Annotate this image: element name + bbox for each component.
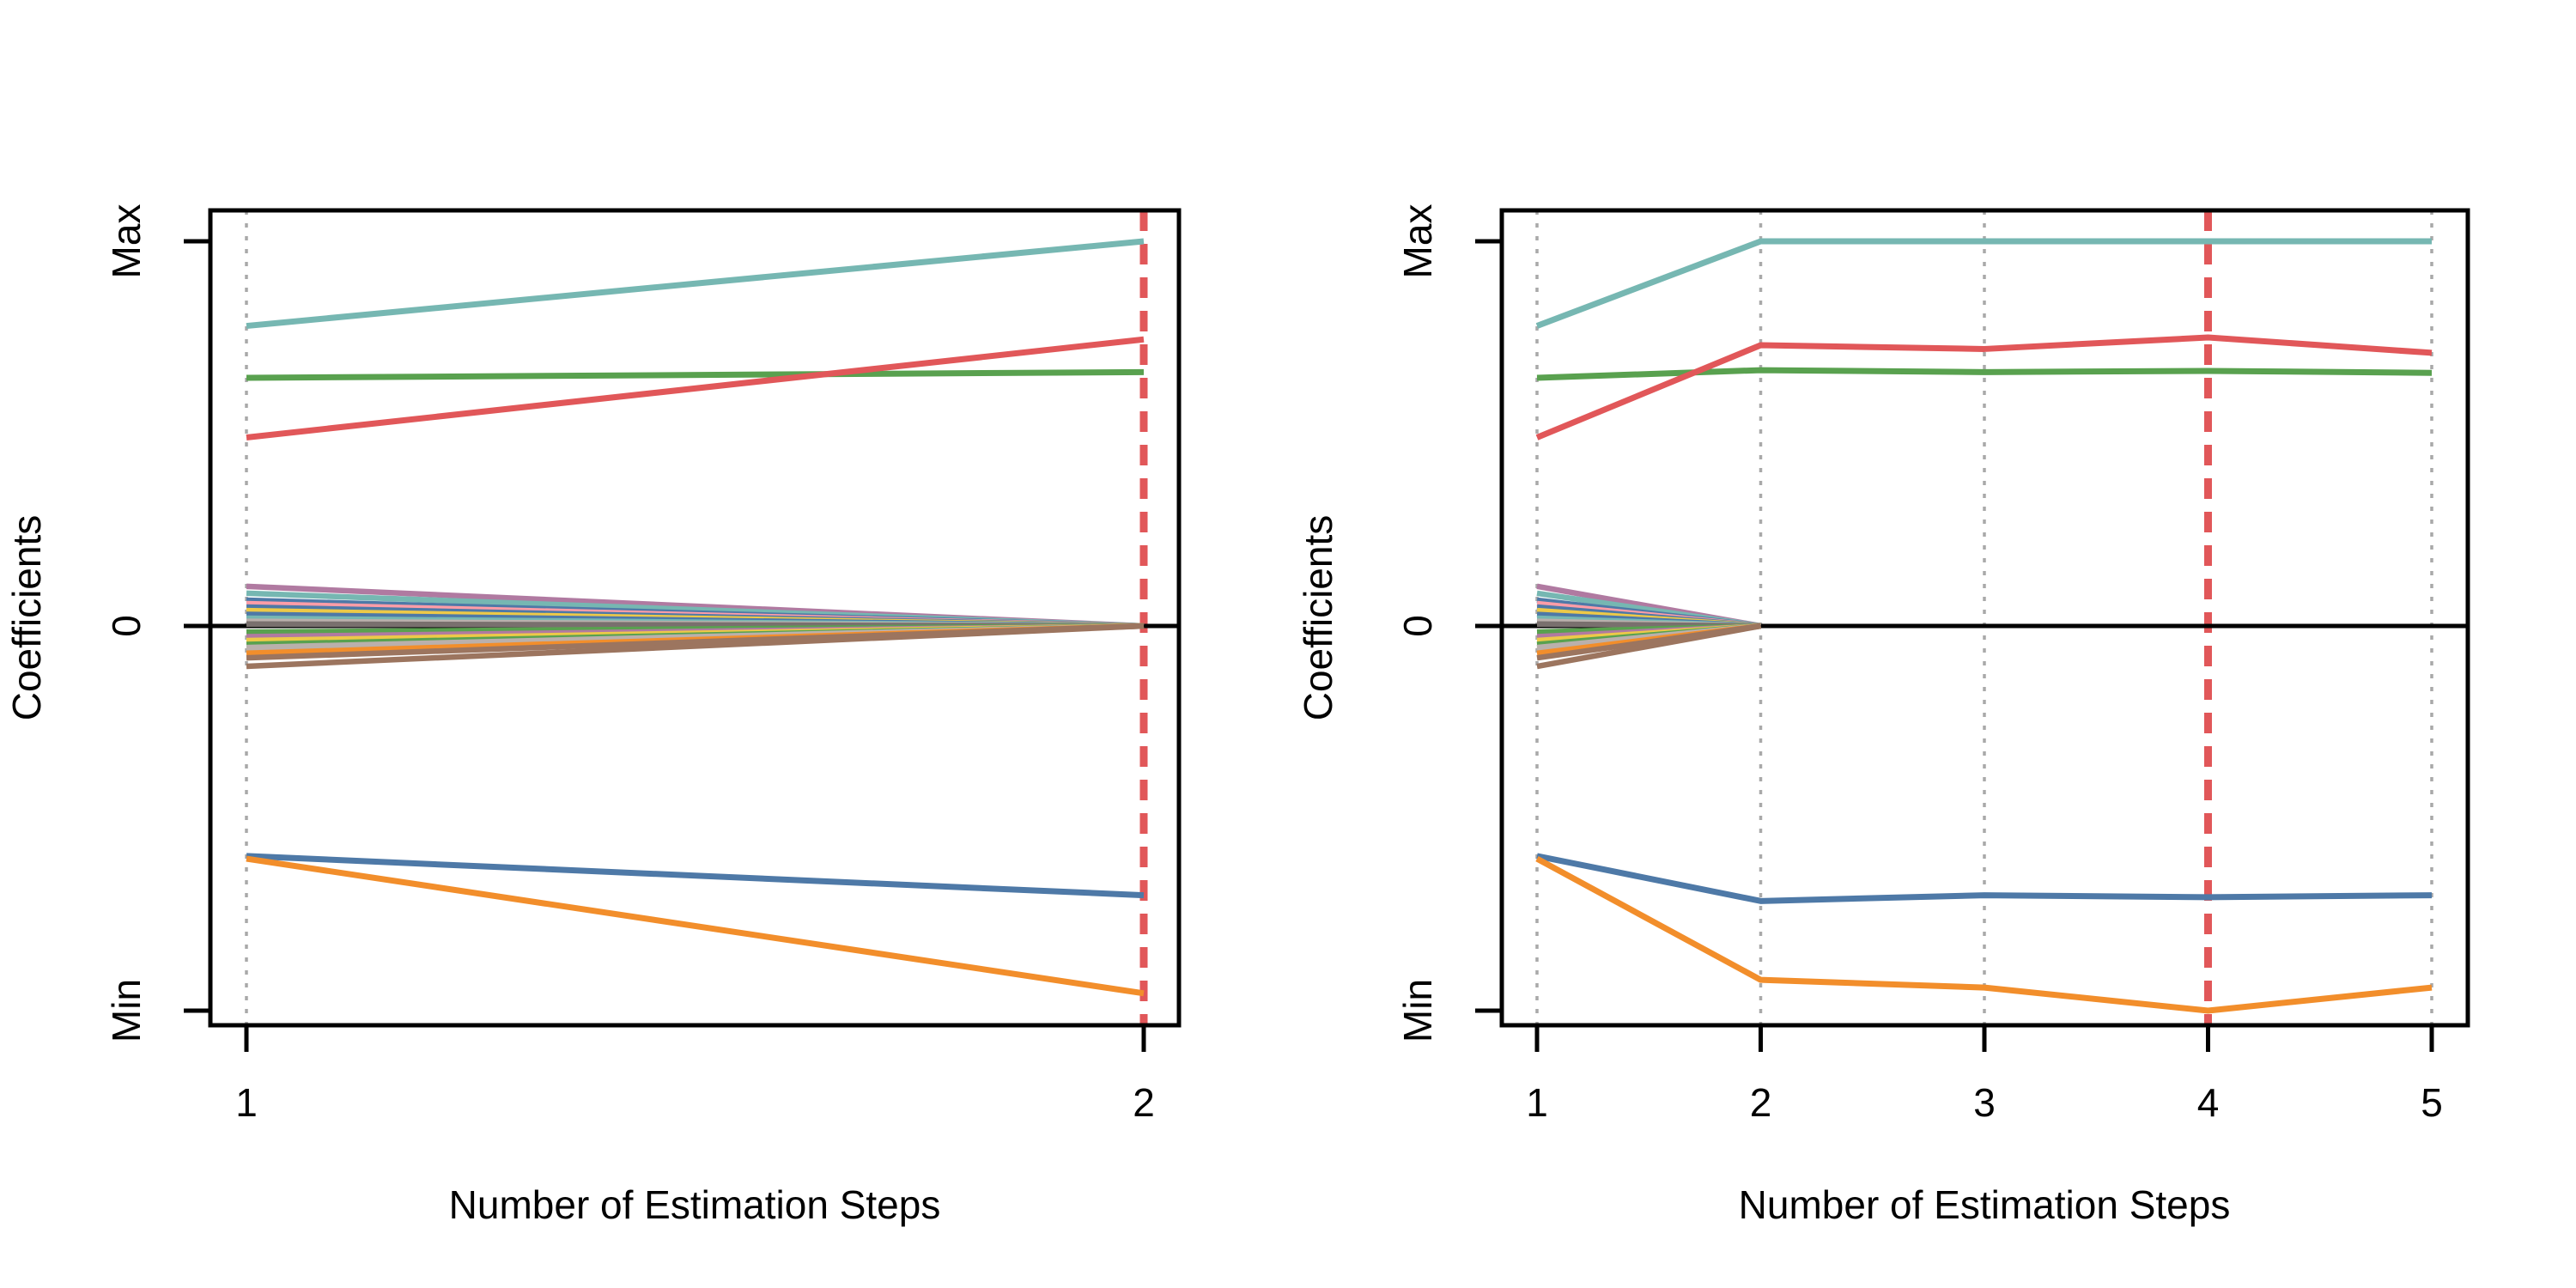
y-axis-title: Coefficients: [1296, 515, 1340, 721]
coef-path-teal: [1535, 238, 2432, 329]
y-tick-label-max: Max: [1395, 204, 1440, 279]
x-tick-label-4: 4: [2197, 1080, 2220, 1125]
step-guide-lines: [245, 210, 1148, 1025]
y-tick-label-min: Min: [104, 979, 149, 1042]
main-coefficient-paths: [1535, 238, 2433, 1014]
x-axis-title: Number of Estimation Steps: [1739, 1182, 2231, 1227]
plot-border: [208, 208, 1182, 1028]
y-tick-label-max: Max: [104, 204, 149, 279]
x-tick-label-3: 3: [1973, 1080, 1996, 1125]
coef-path-red: [1535, 334, 2433, 440]
shrinking-coef-path: [1536, 623, 1762, 670]
shrinking-coefficient-bundle: [246, 583, 1145, 670]
step-guide-lines: [1535, 210, 2433, 1025]
coef-path-orange: [246, 855, 1145, 997]
left-plot: Max 0 Min 1 2 Coefficients Number of Estimatio…: [4, 204, 1182, 1227]
x-axis-title: Number of Estimation Steps: [449, 1182, 941, 1227]
coef-path-red: [246, 336, 1145, 440]
x-tick-label-1: 1: [1526, 1080, 1548, 1125]
coef-path-green: [246, 368, 1145, 381]
shrinking-coefficient-bundle: [1536, 583, 1762, 670]
y-tick-label-min: Min: [1395, 979, 1440, 1042]
main-coefficient-paths: [246, 238, 1145, 997]
coef-path-blue: [246, 853, 1145, 899]
coef-path-orange: [1535, 855, 2433, 1014]
x-tick-label-1: 1: [235, 1080, 258, 1125]
coef-path-teal: [246, 238, 1145, 330]
coef-path-green: [1536, 367, 2433, 381]
x-tick-label-5: 5: [2421, 1080, 2443, 1125]
y-axis-title: Coefficients: [4, 515, 49, 721]
right-plot: Max 0 Min 1 2 3 4 5 Coefficients Number of Estima…: [1296, 204, 2470, 1227]
y-tick-label-0: 0: [104, 615, 149, 637]
coef-path-blue: [1536, 853, 2433, 904]
y-tick-label-0: 0: [1395, 615, 1440, 637]
shrinking-coef-path: [246, 623, 1145, 670]
x-tick-label-2: 2: [1750, 1080, 1772, 1125]
x-tick-label-2: 2: [1133, 1080, 1155, 1125]
